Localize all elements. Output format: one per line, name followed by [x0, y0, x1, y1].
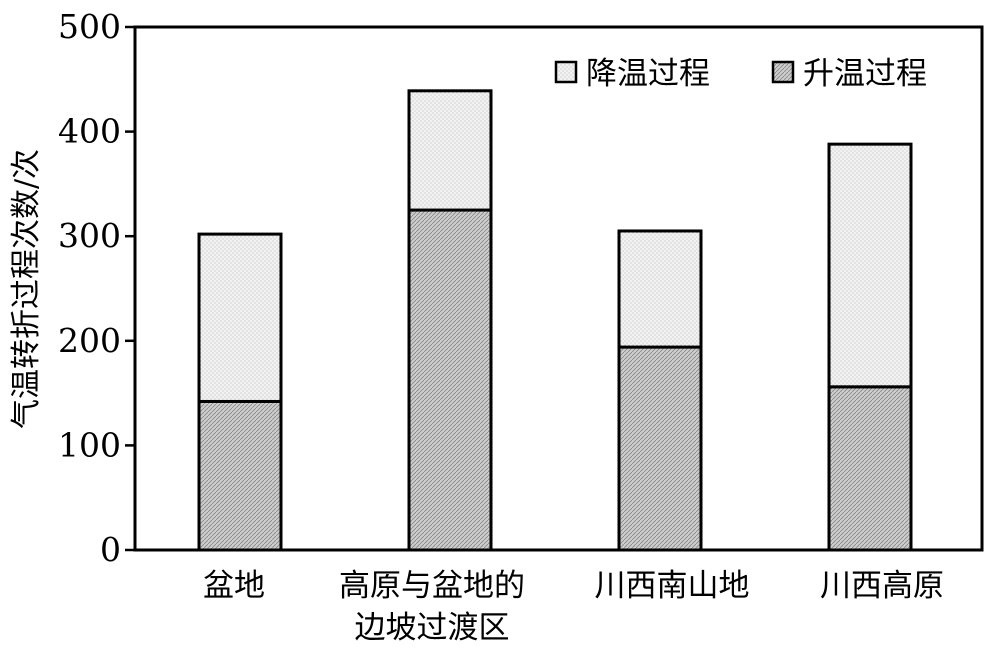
y-tick-label: 300: [58, 216, 121, 255]
y-axis-ticks: 0 100 200 300 400 500: [58, 7, 135, 569]
bar-segment-cooling: [197, 232, 283, 403]
bar-segment-warming: [197, 399, 283, 552]
bar-segment-cooling: [827, 142, 913, 389]
y-tick-label: 400: [58, 112, 121, 151]
bar-segment-cooling: [407, 89, 493, 212]
legend-swatch: [554, 60, 578, 84]
plot-frame: [133, 25, 984, 552]
x-category-label: 盆地: [203, 568, 265, 604]
y-axis-label-group: 气温转折过程次数/次: [9, 149, 44, 429]
legend: 降温过程 升温过程: [554, 56, 927, 92]
y-tick-label: 100: [58, 425, 121, 464]
x-category-label: 高原与盆地的: [339, 568, 525, 604]
bar-segment-warming: [617, 345, 703, 552]
x-category-label: 边坡过渡区: [355, 610, 510, 646]
y-tick-label: 500: [58, 7, 121, 46]
bar-segment-warming: [827, 385, 913, 552]
plot-border: [133, 25, 984, 552]
bars-group: [197, 89, 913, 552]
bar-segment-cooling: [617, 229, 703, 349]
legend-label: 升温过程: [803, 56, 927, 92]
y-tick-label: 200: [58, 321, 121, 360]
bar-segment-warming: [407, 208, 493, 552]
legend-label: 降温过程: [586, 56, 710, 92]
legend-swatch: [771, 60, 795, 84]
y-tick-label: 0: [100, 530, 121, 569]
x-category-label: 川西南山地: [595, 568, 750, 604]
y-axis-title: 气温转折过程次数/次: [9, 149, 44, 429]
x-category-label: 川西高原: [820, 568, 944, 604]
